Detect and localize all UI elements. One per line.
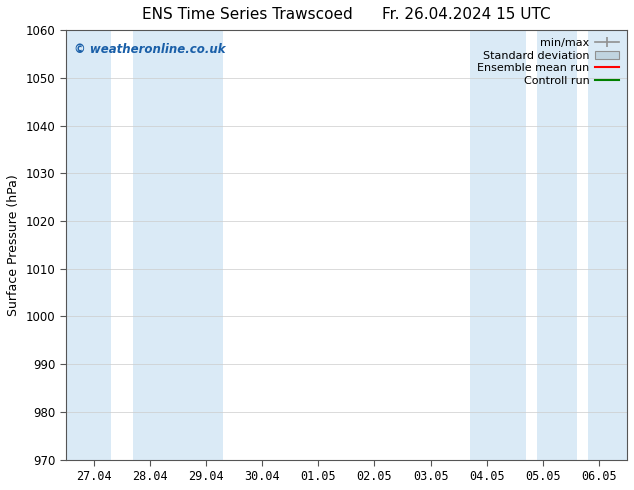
Y-axis label: Surface Pressure (hPa): Surface Pressure (hPa): [7, 174, 20, 316]
Bar: [537, 30, 576, 460]
Title: ENS Time Series Trawscoed      Fr. 26.04.2024 15 UTC: ENS Time Series Trawscoed Fr. 26.04.2024…: [142, 7, 551, 22]
Bar: [66, 30, 110, 460]
Text: © weatheronline.co.uk: © weatheronline.co.uk: [74, 43, 226, 56]
Bar: [588, 30, 627, 460]
Bar: [470, 30, 526, 460]
Legend: min/max, Standard deviation, Ensemble mean run, Controll run: min/max, Standard deviation, Ensemble me…: [475, 36, 621, 88]
Bar: [133, 30, 223, 460]
